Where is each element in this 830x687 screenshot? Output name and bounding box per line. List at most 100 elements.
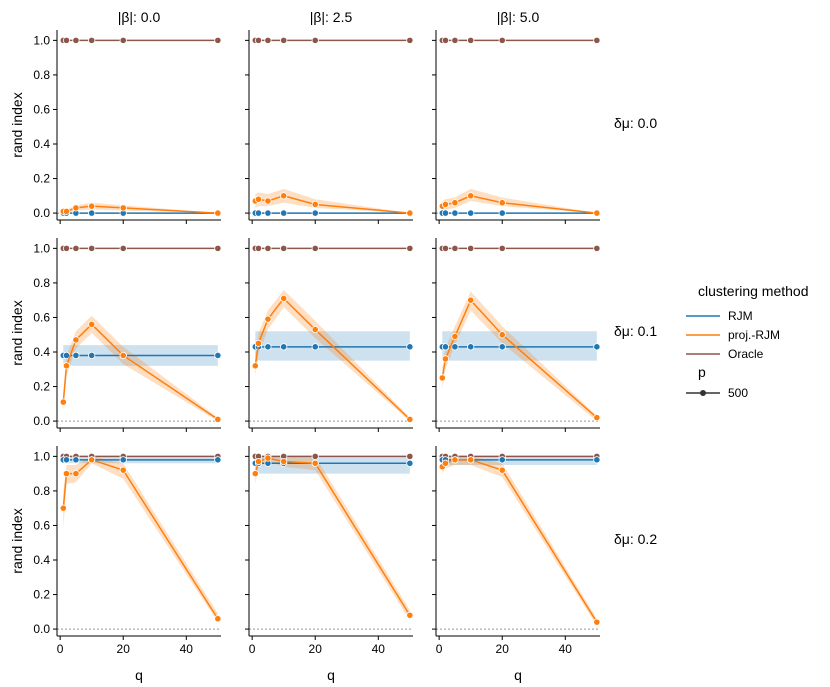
proj-rjm-point (72, 336, 80, 344)
proj-rjm-point (311, 459, 319, 467)
panel-r0-c2 (432, 30, 601, 224)
oracle-point (88, 36, 96, 44)
oracle-point (280, 36, 288, 44)
panel-r1-c1 (245, 238, 414, 432)
x-tick-label: 20 (496, 642, 510, 656)
proj-rjm-point (311, 200, 319, 209)
rjm-confidence-band (255, 456, 410, 474)
rjm-point (593, 343, 601, 351)
proj-rjm-confidence-band (442, 456, 597, 626)
oracle-point (593, 36, 601, 44)
y-tick-label: 0.4 (33, 137, 50, 151)
rjm-point (62, 456, 71, 464)
column-title: |β|: 0.0 (118, 9, 161, 25)
proj-rjm-point (251, 470, 259, 478)
oracle-point (280, 244, 288, 252)
y-tick-label: 1.0 (33, 241, 50, 255)
x-tick-label: 40 (180, 642, 194, 656)
y-axis-label: rand index (9, 92, 25, 157)
proj-rjm-point (119, 351, 127, 360)
proj-rjm-point (214, 209, 222, 217)
y-tick-label: 0.6 (33, 310, 50, 324)
proj-rjm-point (59, 398, 67, 406)
proj-rjm-point (311, 325, 319, 334)
proj-rjm-point (72, 204, 80, 212)
proj-rjm-point (264, 197, 272, 205)
proj-rjm-point (88, 320, 96, 328)
y-tick-label: 0.4 (33, 345, 50, 359)
proj-rjm-point (214, 615, 222, 623)
proj-rjm-point (264, 315, 272, 323)
proj-rjm-point (214, 415, 222, 423)
rjm-point (451, 209, 459, 217)
oracle-point (441, 36, 450, 44)
rjm-point (593, 456, 601, 464)
legend-title: clustering method (698, 283, 809, 299)
oracle-point (214, 244, 222, 252)
rjm-point (406, 343, 414, 351)
oracle-point (214, 36, 222, 44)
column-title: |β|: 2.5 (310, 9, 353, 25)
rjm-point (214, 351, 222, 360)
oracle-point (119, 36, 127, 44)
y-axis-label: rand index (9, 508, 25, 573)
rjm-point (280, 209, 288, 217)
oracle-point (593, 244, 601, 252)
rjm-point (467, 209, 475, 217)
rjm-point (498, 209, 506, 217)
proj-rjm-point (254, 339, 263, 347)
proj-rjm-line (62, 458, 219, 620)
proj-rjm-point (467, 296, 475, 304)
oracle-point (254, 36, 263, 44)
proj-rjm-line (441, 459, 598, 623)
y-tick-label: 1.0 (33, 449, 50, 463)
panel-r1-c0: 0.0 0.2 0.4 0.6 0.8 1.0 (33, 238, 222, 432)
oracle-point (264, 244, 272, 252)
rjm-point (311, 343, 319, 351)
oracle-point (72, 36, 80, 44)
legend: clustering method RJM proj.-RJM Oracle p… (686, 283, 809, 400)
rjm-point (264, 343, 272, 351)
row-title: δμ: 0.2 (614, 531, 657, 547)
proj-rjm-point (280, 192, 288, 200)
proj-rjm-point (451, 456, 459, 464)
proj-rjm-point (441, 459, 450, 467)
proj-rjm-confidence-band (63, 315, 218, 422)
x-tick-label: 40 (559, 642, 573, 656)
legend-label-rjm: RJM (728, 309, 753, 323)
y-tick-label: 0.0 (33, 414, 50, 428)
legend-size-label: 500 (728, 386, 748, 400)
rjm-point (441, 209, 450, 217)
x-tick-label: 0 (57, 642, 64, 656)
x-tick-label: 0 (436, 642, 443, 656)
y-tick-label: 0.2 (33, 380, 50, 394)
oracle-point (62, 244, 71, 252)
proj-rjm-line (62, 323, 219, 420)
rjm-point (254, 209, 263, 217)
rjm-point (264, 209, 272, 217)
panel-r0-c1 (245, 30, 414, 224)
legend-size-title: p (698, 364, 706, 380)
y-tick-label: 0.6 (33, 518, 50, 532)
oracle-point (451, 244, 459, 252)
rjm-point (72, 456, 80, 464)
oracle-point (498, 36, 506, 44)
proj-rjm-point (593, 209, 601, 217)
rjm-point (88, 351, 96, 360)
oracle-point (254, 244, 263, 252)
column-title: |β|: 5.0 (497, 9, 540, 25)
proj-rjm-point (451, 332, 459, 341)
proj-rjm-point (62, 207, 71, 215)
oracle-point (467, 244, 475, 252)
y-tick-label: 0.8 (33, 68, 50, 82)
y-tick-label: 0.2 (33, 588, 50, 602)
legend-label-oracle: Oracle (728, 347, 764, 361)
proj-rjm-point (498, 199, 506, 207)
oracle-point (406, 244, 414, 252)
y-tick-label: 0.8 (33, 484, 50, 498)
proj-rjm-point (119, 466, 127, 474)
rjm-point (119, 456, 127, 464)
proj-rjm-point (441, 355, 450, 363)
y-tick-label: 0.8 (33, 276, 50, 290)
proj-rjm-point (467, 456, 475, 464)
